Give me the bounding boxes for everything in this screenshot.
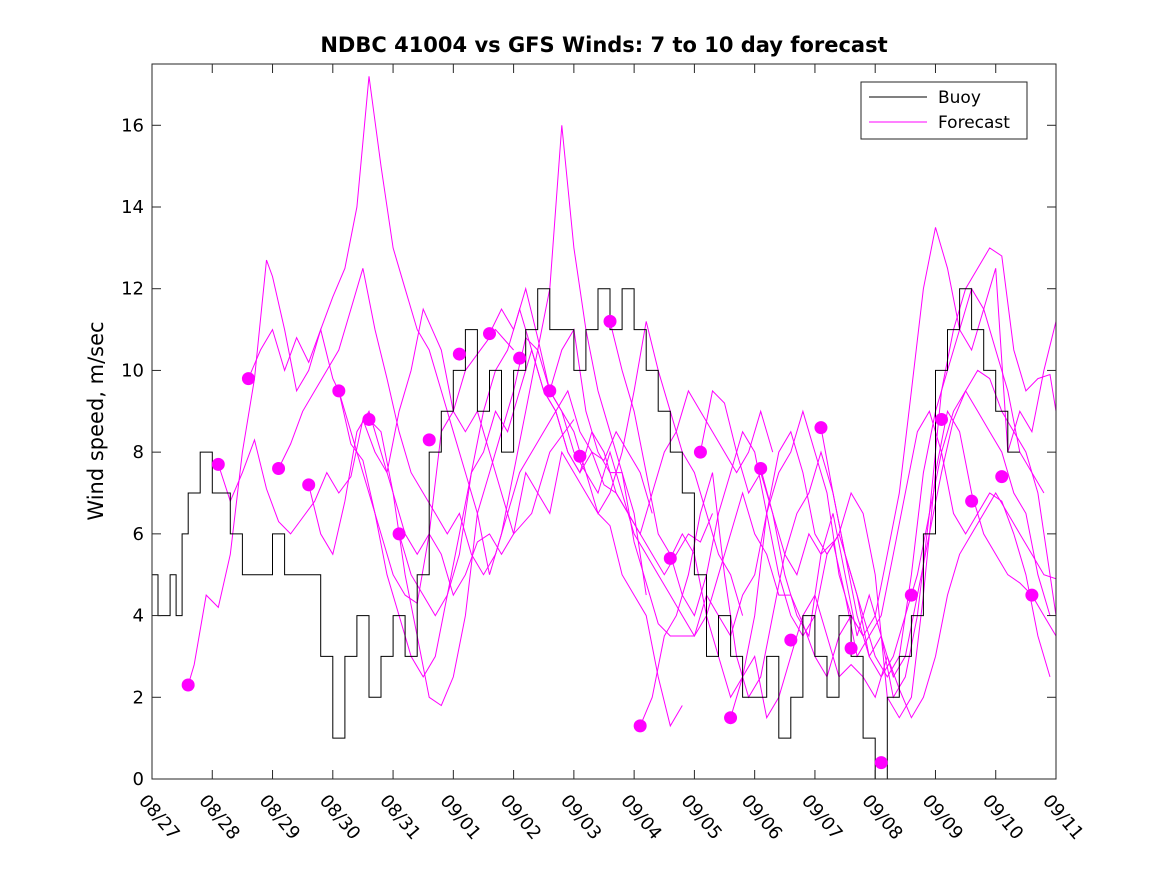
forecast-marker: [241, 372, 255, 386]
forecast-line: [730, 409, 1056, 719]
forecast-marker: [362, 412, 376, 426]
y-tick-label: 16: [121, 115, 144, 136]
x-tick-label: 09/03: [556, 791, 605, 844]
x-tick-label: 08/27: [134, 791, 183, 844]
forecast-line: [308, 410, 683, 728]
y-tick-label: 4: [133, 606, 144, 627]
x-tick-label: 09/04: [616, 791, 665, 844]
forecast-line: [609, 287, 1045, 678]
buoy-line: [152, 288, 1020, 779]
forecast-marker: [452, 347, 466, 361]
forecast-marker: [422, 433, 436, 447]
forecast-line: [217, 307, 575, 535]
x-tick-label: 09/06: [737, 791, 786, 844]
y-tick-label: 8: [133, 442, 144, 463]
x-tick-label: 09/09: [918, 791, 967, 844]
forecast-marker: [181, 678, 195, 692]
marker-layer: [181, 314, 1039, 770]
y-tick-label: 14: [121, 197, 144, 218]
x-tick-label: 09/07: [797, 791, 846, 844]
forecast-marker: [332, 384, 346, 398]
forecast-marker: [934, 412, 948, 426]
forecast-marker: [784, 633, 798, 647]
y-tick-label: 10: [121, 360, 144, 381]
forecast-line: [760, 247, 1056, 699]
legend-box: [860, 81, 1028, 140]
forecast-marker: [754, 461, 768, 475]
forecast-marker: [603, 314, 617, 328]
chart-title: NDBC 41004 vs GFS Winds: 7 to 10 day for…: [320, 33, 887, 57]
x-tick-label: 08/28: [194, 791, 243, 844]
forecast-line: [820, 369, 1056, 679]
forecast-marker: [965, 494, 979, 508]
forecast-line: [368, 321, 744, 707]
forecast-marker: [995, 470, 1009, 484]
forecast-marker: [543, 384, 557, 398]
forecast-line: [398, 307, 774, 617]
forecast-line: [247, 76, 647, 596]
legend-forecast-label: Forecast: [938, 113, 1010, 133]
x-tick-label: 09/08: [857, 791, 906, 844]
forecast-line: [338, 348, 713, 678]
forecast-marker: [693, 445, 707, 459]
x-tick-label: 09/02: [496, 791, 545, 844]
y-axis: 0 2 4 6 8 10 12 14 16: [121, 115, 1056, 790]
forecast-marker: [633, 719, 647, 733]
plot-area: [151, 63, 1057, 780]
forecast-marker: [392, 527, 406, 541]
forecast-marker: [874, 756, 888, 770]
x-tick-label: 09/11: [1038, 791, 1087, 844]
forecast-marker: [272, 461, 286, 475]
forecast-marker: [663, 551, 677, 565]
y-tick-label: 2: [133, 687, 144, 708]
x-tick-label: 08/31: [375, 791, 424, 844]
x-tick-label: 09/10: [978, 791, 1027, 844]
x-tick-label: 09/01: [436, 791, 485, 844]
forecast-marker: [211, 457, 225, 471]
forecast-marker: [814, 421, 828, 435]
forecast-marker: [724, 711, 738, 725]
forecast-marker: [302, 478, 316, 492]
y-tick-label: 6: [133, 524, 144, 545]
forecast-marker: [573, 449, 587, 463]
forecast-marker: [1025, 588, 1039, 602]
series-layer: [152, 76, 1056, 779]
legend: Buoy Forecast: [860, 81, 1028, 140]
forecast-line: [489, 286, 864, 679]
forecast-marker: [844, 641, 858, 655]
forecast-line: [639, 389, 1051, 727]
y-tick-label: 12: [121, 279, 144, 300]
axes-box: [151, 63, 1057, 780]
legend-buoy-label: Buoy: [938, 88, 981, 108]
x-tick-label: 09/05: [677, 791, 726, 844]
x-tick-label: 08/30: [315, 791, 364, 844]
forecast-line: [278, 268, 653, 576]
y-axis-label: Wind speed, m/sec: [84, 321, 108, 520]
forecast-marker: [513, 351, 527, 365]
forecast-marker: [482, 327, 496, 341]
x-tick-label: 08/29: [255, 791, 304, 844]
forecast-marker: [904, 588, 918, 602]
forecast-line: [187, 259, 514, 686]
forecast-line: [549, 227, 1056, 638]
forecast-line: [699, 389, 1051, 678]
y-tick-label: 0: [133, 769, 144, 790]
